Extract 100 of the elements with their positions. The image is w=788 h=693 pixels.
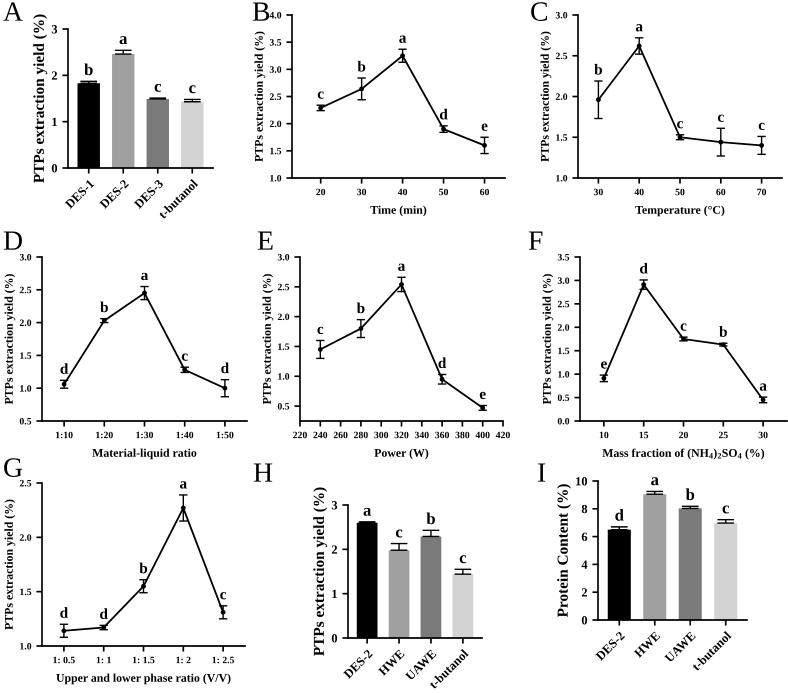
- x-tick-label: 360: [435, 432, 450, 438]
- x-tick-label: 70: [757, 188, 766, 196]
- x-tick-label: 40: [634, 188, 644, 196]
- x-axis-title: Time (min): [370, 206, 426, 216]
- data-label: a: [364, 508, 372, 516]
- y-tick-label: 0.5: [20, 418, 32, 425]
- bar: [388, 550, 410, 638]
- y-tick-label: 1.0: [556, 174, 568, 182]
- y-tick-label: 1.5: [20, 588, 32, 596]
- y-axis-title: PTPs extraction yield (%): [540, 32, 552, 162]
- data-label: c: [460, 555, 466, 564]
- data-label: b: [719, 326, 727, 337]
- y-tick-label: 3: [332, 501, 338, 510]
- chart-title: B: [252, 2, 270, 21]
- chart-title: E: [258, 231, 273, 250]
- y-tick-label: 2.5: [278, 284, 290, 290]
- x-tick-label: 1: 2.5: [212, 656, 234, 664]
- x-tick-label: 30: [594, 188, 603, 196]
- y-tick-label: 2.5: [20, 286, 32, 294]
- y-axis-title: PTPs extraction yield (%): [4, 500, 16, 630]
- bar: [181, 102, 204, 168]
- data-label: a: [398, 264, 406, 271]
- data-label: d: [438, 357, 446, 368]
- x-tick-label: 30: [357, 188, 366, 196]
- y-tick-label: 2.0: [278, 314, 290, 320]
- data-label: a: [651, 477, 659, 486]
- data-label: c: [677, 121, 684, 128]
- y-tick-label: 0: [332, 634, 338, 642]
- y-tick-label: 3.0: [278, 254, 290, 261]
- y-tick-label: 1.0: [558, 371, 570, 378]
- data-label: d: [60, 607, 68, 618]
- data-label: c: [718, 114, 724, 122]
- data-label: a: [141, 272, 148, 280]
- x-tick-label: 1:40: [176, 432, 194, 438]
- y-tick-label: 0.5: [278, 403, 290, 410]
- x-tick-label: 240: [313, 432, 328, 438]
- data-label: c: [154, 84, 162, 92]
- x-tick-label: 50: [676, 188, 684, 196]
- chart-title: F: [528, 231, 542, 250]
- y-tick-label: 1.5: [270, 148, 282, 154]
- y-tick-label: 0: [582, 616, 588, 624]
- y-tick-label: 2.0: [270, 120, 282, 128]
- data-label: d: [615, 508, 624, 521]
- data-label: a: [180, 481, 187, 489]
- data-label: d: [221, 362, 229, 374]
- y-tick-label: 1: [52, 118, 57, 126]
- data-label: d: [440, 108, 448, 120]
- bar: [452, 574, 474, 638]
- data-label: d: [60, 363, 68, 374]
- x-tick-label: 1:20: [96, 432, 113, 438]
- y-tick-label: 2.0: [558, 324, 570, 331]
- y-tick-label: 6: [582, 532, 588, 542]
- x-tick-label: 1: 2: [176, 656, 191, 664]
- data-label: a: [636, 24, 643, 32]
- bar: [146, 98, 169, 168]
- x-tick-label: 30: [758, 432, 768, 438]
- y-tick-label: 1: [332, 590, 337, 598]
- data-label: c: [758, 122, 765, 130]
- data-label: e: [480, 392, 486, 400]
- x-tick-label: 280: [354, 432, 368, 438]
- x-axis-title: Power (W): [374, 448, 428, 460]
- x-axis-title: Upper and lower phase ratio (V/V): [56, 674, 230, 684]
- y-axis-title: PTPs extraction yield (%): [262, 274, 274, 404]
- x-tick-label: 400: [476, 432, 490, 438]
- x-tick-label: 20: [679, 432, 688, 438]
- y-axis-title: PTPs extraction yield (%): [254, 32, 266, 162]
- data-label: a: [760, 383, 767, 391]
- y-tick-label: 0.5: [558, 394, 570, 402]
- y-tick-label: 2.0: [556, 93, 568, 100]
- x-tick-label: 220: [293, 432, 307, 438]
- y-tick-label: 2.5: [20, 480, 32, 487]
- y-axis-title: Protein Content (%): [557, 484, 571, 618]
- x-tick-label: 60: [716, 188, 726, 196]
- x-tick-label: 10: [600, 432, 608, 438]
- x-tick-label: 1:50: [216, 432, 234, 438]
- y-tick-label: 2.0: [20, 320, 32, 326]
- data-label: b: [426, 512, 435, 524]
- y-tick-label: 1.5: [20, 352, 32, 359]
- y-tick-label: 2: [332, 545, 338, 554]
- bar: [678, 508, 702, 620]
- y-axis-title: PTPs extraction yield (%): [313, 488, 328, 656]
- x-tick-label: 300: [374, 432, 388, 438]
- x-axis-title: Temperature (°C): [635, 206, 724, 216]
- x-tick-label: 1:10: [56, 432, 73, 438]
- y-tick-label: 1.0: [20, 385, 32, 392]
- y-tick-label: 1.0: [270, 174, 282, 182]
- y-tick-label: 2.0: [20, 534, 32, 541]
- x-axis-title: Material-liquid ratio: [92, 448, 196, 460]
- y-tick-label: 10: [576, 477, 588, 486]
- data-label: b: [358, 60, 366, 72]
- y-tick-label: 4.0: [270, 12, 282, 19]
- y-tick-label: 2: [52, 71, 58, 80]
- y-axis-title: PTPs extraction yield (%): [4, 274, 16, 404]
- chart-title: C: [531, 2, 547, 21]
- data-label: c: [722, 505, 729, 514]
- y-tick-label: 3.5: [558, 254, 570, 261]
- y-tick-label: 4: [582, 560, 588, 569]
- x-tick-label: 380: [455, 432, 470, 438]
- y-tick-label: 1.5: [558, 348, 570, 354]
- data-label: d: [100, 608, 108, 619]
